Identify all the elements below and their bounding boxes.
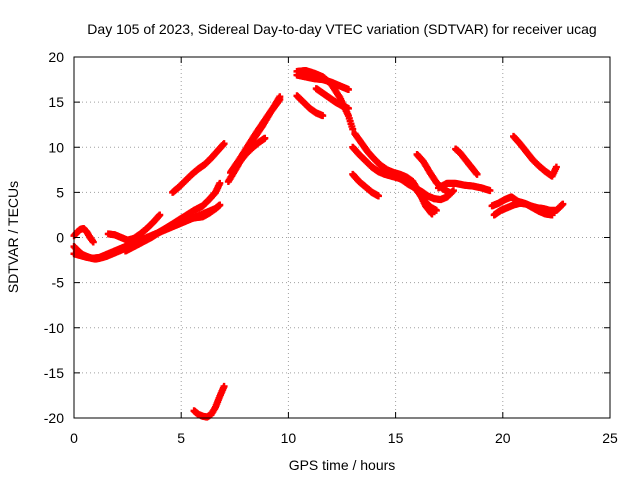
- series-arc-m: [293, 92, 327, 120]
- series-arc-l: [293, 71, 352, 93]
- series-arc-t: [434, 179, 494, 195]
- series-arc-i: [229, 134, 269, 174]
- data-point: [473, 170, 481, 178]
- data-point: [220, 382, 228, 390]
- y-tick-label: 15: [48, 94, 64, 110]
- data-point: [344, 85, 352, 93]
- data-point: [445, 188, 453, 196]
- series-arc-u: [452, 145, 481, 178]
- series-arc-d: [104, 211, 164, 244]
- data-point: [276, 93, 284, 101]
- data-points: [70, 67, 567, 421]
- series-arc-w: [490, 199, 556, 219]
- y-tick-label: 20: [48, 49, 64, 65]
- data-point: [212, 205, 220, 213]
- series-arc-j: [190, 382, 228, 421]
- x-tick-label: 10: [281, 430, 297, 446]
- y-tick-label: -10: [44, 320, 64, 336]
- data-point: [349, 125, 357, 133]
- data-point: [374, 192, 382, 200]
- chart-title: Day 105 of 2023, Sidereal Day-to-day VTE…: [87, 21, 596, 37]
- series-arc-c: [70, 224, 97, 246]
- data-point: [216, 179, 224, 187]
- x-tick-label: 15: [388, 430, 404, 446]
- data-point: [449, 187, 457, 195]
- x-tick-label: 0: [70, 430, 78, 446]
- data-point: [261, 134, 269, 142]
- data-point: [432, 206, 440, 214]
- x-tick-label: 5: [177, 430, 185, 446]
- y-tick-label: -5: [52, 275, 65, 291]
- y-tick-label: -15: [44, 365, 64, 381]
- y-tick-label: 0: [56, 230, 64, 246]
- y-tick-label: -20: [44, 410, 64, 426]
- axis-ticks: 0 5 10 15 20 25 -20 -15 -10 -5 0 5 10 15 20: [44, 49, 618, 446]
- data-point: [216, 201, 224, 209]
- series-arc-q: [349, 170, 382, 200]
- y-tick-label: 5: [56, 184, 64, 200]
- data-point: [89, 238, 97, 246]
- series-arc-n: [312, 85, 352, 112]
- series-arc-e: [121, 179, 224, 255]
- data-point: [559, 200, 567, 208]
- y-tick-label: 10: [48, 139, 64, 155]
- x-tick-label: 20: [495, 430, 511, 446]
- data-point: [552, 163, 560, 171]
- data-point: [344, 104, 352, 112]
- x-tick-label: 25: [602, 430, 618, 446]
- data-point: [220, 140, 228, 148]
- series-arc-x: [510, 132, 560, 180]
- series-arc-r: [392, 172, 457, 204]
- series-arc-f: [169, 140, 228, 196]
- x-axis-label: GPS time / hours: [289, 457, 396, 473]
- data-point: [486, 187, 494, 195]
- y-axis-label: SDTVAR / TECUs: [5, 181, 21, 293]
- data-point: [156, 211, 164, 219]
- data-point: [548, 211, 556, 219]
- data-point: [319, 112, 327, 120]
